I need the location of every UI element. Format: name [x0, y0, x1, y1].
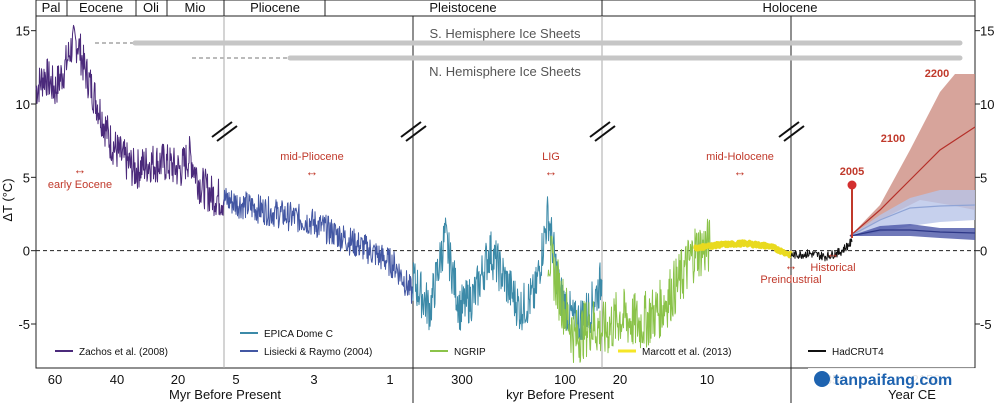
- svg-text:mid-Holocene: mid-Holocene: [706, 151, 774, 163]
- period-mid-holocene: mid-Holocene ↔: [706, 151, 774, 179]
- x-tick-label: 40: [110, 372, 124, 387]
- series-line-lisiecki: [224, 188, 413, 303]
- y-tick-label: 5: [980, 170, 987, 185]
- n-ice-label: N. Hemisphere Ice Sheets: [429, 64, 581, 79]
- x-tick-label: 3: [310, 372, 317, 387]
- y-tick-label: 0: [23, 244, 30, 259]
- era-label-oli: Oli: [143, 0, 159, 15]
- legend-label-zachos: Zachos et al. (2008): [79, 347, 168, 358]
- double-arrow-icon: ↔: [827, 246, 840, 261]
- svg-text:LIG: LIG: [542, 151, 560, 163]
- svg-text:early Eocene: early Eocene: [48, 179, 112, 191]
- series-line-ngrip: [548, 219, 710, 362]
- y-tick-label: 5: [23, 170, 30, 185]
- y-axis-right: 15 10 5 0 -5: [975, 24, 994, 332]
- double-arrow-icon: ↔: [74, 162, 87, 177]
- double-arrow-icon: ↔: [785, 258, 798, 273]
- marker-2005-dot: [848, 181, 857, 190]
- legend-label-hadcrut: HadCRUT4: [832, 347, 884, 358]
- legend-label-epica: EPICA Dome C: [264, 329, 333, 340]
- svg-text:mid-Pliocene: mid-Pliocene: [280, 151, 344, 163]
- watermark: tanpaifang.com: [808, 368, 1000, 390]
- y-tick-label: 10: [16, 97, 30, 112]
- watermark-text: tanpaifang.com: [834, 372, 952, 389]
- double-arrow-icon: ↔: [734, 164, 747, 179]
- era-label-holocene: Holocene: [763, 0, 818, 15]
- era-label-pleistocene: Pleistocene: [429, 0, 496, 15]
- y-axis-title: ΔT (°C): [0, 178, 15, 221]
- x-tick-label: 20: [171, 372, 185, 387]
- y-axis-left: 15 10 5 0 -5: [16, 24, 36, 332]
- series-line-marcott: [695, 241, 791, 256]
- legend-label-marcott: Marcott et al. (2013): [642, 347, 731, 358]
- era-label-mio: Mio: [185, 0, 206, 15]
- projection-label-2100: 2100: [881, 133, 905, 145]
- x-tick-label: 10: [700, 372, 714, 387]
- legend: Zachos et al. (2008) EPICA Dome C Lisiec…: [55, 329, 884, 358]
- era-label-pal: Pal: [42, 0, 61, 15]
- double-arrow-icon: ↔: [306, 164, 319, 179]
- legend-label-ngrip: NGRIP: [454, 347, 486, 358]
- y-tick-label: -5: [18, 317, 30, 332]
- x-tick-label: 20: [613, 372, 627, 387]
- y-tick-label: 15: [980, 24, 994, 39]
- watermark-logo-icon: [814, 371, 830, 387]
- x-tick-label: 5: [232, 372, 239, 387]
- y-tick-label: 15: [16, 24, 30, 39]
- x-tick-label: 100: [554, 372, 576, 387]
- svg-text:Preindustrial: Preindustrial: [760, 274, 821, 286]
- x-axis-title-kyr: kyr Before Present: [506, 387, 614, 402]
- series-line-hadcrut: [791, 239, 852, 261]
- svg-text:Historical: Historical: [810, 262, 855, 274]
- period-lig: LIG ↔: [542, 151, 560, 179]
- s-ice-label: S. Hemisphere Ice Sheets: [429, 26, 581, 41]
- era-label-pliocene: Pliocene: [250, 0, 300, 15]
- x-tick-label: 300: [451, 372, 473, 387]
- y-tick-label: -5: [980, 317, 992, 332]
- x-tick-label: 60: [48, 372, 62, 387]
- x-axis: 60 40 20 5 3 1 300 100 20 10 1850 2150 M…: [48, 372, 941, 402]
- x-tick-label: 1: [386, 372, 393, 387]
- era-label-eocene: Eocene: [79, 0, 123, 15]
- projection-label-2005: 2005: [840, 166, 864, 178]
- period-early-eocene: ↔ early Eocene: [48, 162, 112, 191]
- x-axis-title-myr: Myr Before Present: [169, 387, 281, 402]
- y-tick-label: 0: [980, 244, 987, 259]
- projection-label-2200: 2200: [925, 68, 949, 80]
- legend-label-lisiecki: Lisiecki & Raymo (2004): [264, 347, 372, 358]
- era-bar: [36, 0, 975, 16]
- double-arrow-icon: ↔: [545, 164, 558, 179]
- period-mid-pliocene: mid-Pliocene ↔: [280, 151, 344, 179]
- y-tick-label: 10: [980, 97, 994, 112]
